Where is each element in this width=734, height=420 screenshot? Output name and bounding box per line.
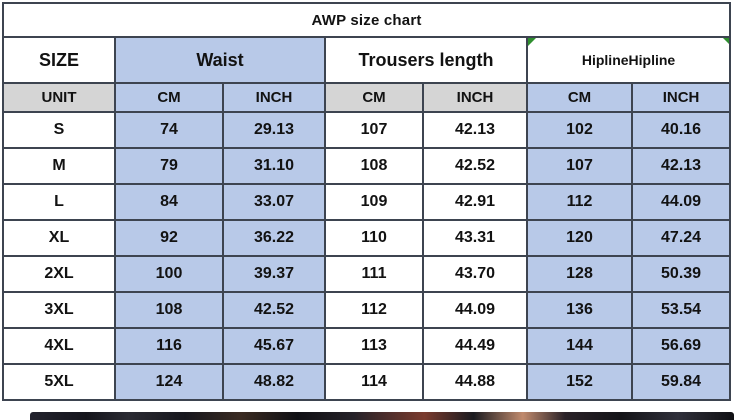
value-cell: 48.82 — [222, 363, 326, 401]
size-cell: 2XL — [2, 255, 116, 293]
table-row: XL 92 36.22 110 43.31 120 47.24 — [2, 219, 732, 257]
value-cell: 128 — [526, 255, 633, 293]
trousers-cm-header: CM — [324, 82, 424, 113]
value-cell: 107 — [324, 111, 424, 149]
table-body: S 74 29.13 107 42.13 102 40.16 M 79 31.10 108 42.52… — [2, 111, 732, 401]
table-row: L 84 33.07 109 42.91 112 44.09 — [2, 183, 732, 221]
table-row: S 74 29.13 107 42.13 102 40.16 — [2, 111, 732, 149]
trousers-inch-header: INCH — [422, 82, 528, 113]
value-cell: 42.91 — [422, 183, 528, 221]
value-cell: 36.22 — [222, 219, 326, 257]
size-cell: S — [2, 111, 116, 149]
value-cell: 116 — [114, 327, 224, 365]
value-cell: 136 — [526, 291, 633, 329]
value-cell: 42.52 — [222, 291, 326, 329]
col-header-trousers-length: Trousers length — [324, 36, 528, 84]
value-cell: 92 — [114, 219, 224, 257]
value-cell: 74 — [114, 111, 224, 149]
value-cell: 113 — [324, 327, 424, 365]
cell-flag-marker-icon — [723, 39, 729, 44]
value-cell: 40.16 — [630, 111, 732, 149]
value-cell: 110 — [324, 219, 424, 257]
size-cell: M — [2, 147, 116, 185]
cropped-photos-edge — [30, 412, 734, 420]
size-cell: XL — [2, 219, 116, 257]
col-header-waist: Waist — [114, 36, 326, 84]
value-cell: 44.09 — [422, 291, 528, 329]
value-cell: 39.37 — [222, 255, 326, 293]
value-cell: 79 — [114, 147, 224, 185]
value-cell: 100 — [114, 255, 224, 293]
value-cell: 152 — [526, 363, 633, 401]
value-cell: 112 — [526, 183, 633, 221]
value-cell: 144 — [526, 327, 633, 365]
table-title: AWP size chart — [1, 2, 732, 38]
table-row: 3XL 108 42.52 112 44.09 136 53.54 — [2, 291, 732, 329]
table-row: 5XL 124 48.82 114 44.88 152 59.84 — [2, 363, 732, 401]
size-chart-table: AWP size chart SIZE Waist Trousers lengt… — [1, 2, 732, 401]
size-cell: 5XL — [2, 363, 116, 401]
waist-inch-header: INCH — [222, 82, 326, 113]
value-cell: 47.24 — [630, 219, 732, 257]
col-header-size: SIZE — [2, 36, 116, 84]
value-cell: 33.07 — [222, 183, 326, 221]
value-cell: 42.13 — [630, 147, 732, 185]
table-row: 4XL 116 45.67 113 44.49 144 56.69 — [2, 327, 732, 365]
value-cell: 42.52 — [422, 147, 528, 185]
table-row: 2XL 100 39.37 111 43.70 128 50.39 — [2, 255, 732, 293]
value-cell: 50.39 — [630, 255, 732, 293]
unit-label-cell: UNIT — [2, 82, 116, 113]
col-header-hipline-label: HiplineHipline — [581, 52, 676, 68]
size-cell: 4XL — [2, 327, 116, 365]
size-cell: L — [2, 183, 116, 221]
value-cell: 120 — [526, 219, 633, 257]
title-row: AWP size chart — [1, 2, 732, 38]
value-cell: 124 — [114, 363, 224, 401]
value-cell: 84 — [114, 183, 224, 221]
value-cell: 112 — [324, 291, 424, 329]
hipline-inch-header: INCH — [630, 82, 732, 113]
value-cell: 59.84 — [630, 363, 732, 401]
value-cell: 44.88 — [422, 363, 528, 401]
table-row: M 79 31.10 108 42.52 107 42.13 — [2, 147, 732, 185]
value-cell: 56.69 — [630, 327, 732, 365]
value-cell: 43.70 — [422, 255, 528, 293]
value-cell: 114 — [324, 363, 424, 401]
value-cell: 53.54 — [630, 291, 732, 329]
cell-comment-marker-icon — [529, 39, 536, 46]
value-cell: 107 — [526, 147, 633, 185]
value-cell: 43.31 — [422, 219, 528, 257]
value-cell: 44.49 — [422, 327, 528, 365]
waist-cm-header: CM — [114, 82, 224, 113]
value-cell: 31.10 — [222, 147, 326, 185]
value-cell: 109 — [324, 183, 424, 221]
unit-header-row: UNIT CM INCH CM INCH CM INCH — [2, 82, 732, 113]
value-cell: 108 — [324, 147, 424, 185]
value-cell: 42.13 — [422, 111, 528, 149]
value-cell: 108 — [114, 291, 224, 329]
value-cell: 111 — [324, 255, 424, 293]
group-header-row: SIZE Waist Trousers length HiplineHiplin… — [2, 36, 732, 84]
col-header-hipline: HiplineHipline — [525, 36, 732, 84]
value-cell: 45.67 — [222, 327, 326, 365]
value-cell: 29.13 — [222, 111, 326, 149]
hipline-cm-header: CM — [526, 82, 633, 113]
size-cell: 3XL — [2, 291, 116, 329]
value-cell: 102 — [526, 111, 633, 149]
value-cell: 44.09 — [630, 183, 732, 221]
